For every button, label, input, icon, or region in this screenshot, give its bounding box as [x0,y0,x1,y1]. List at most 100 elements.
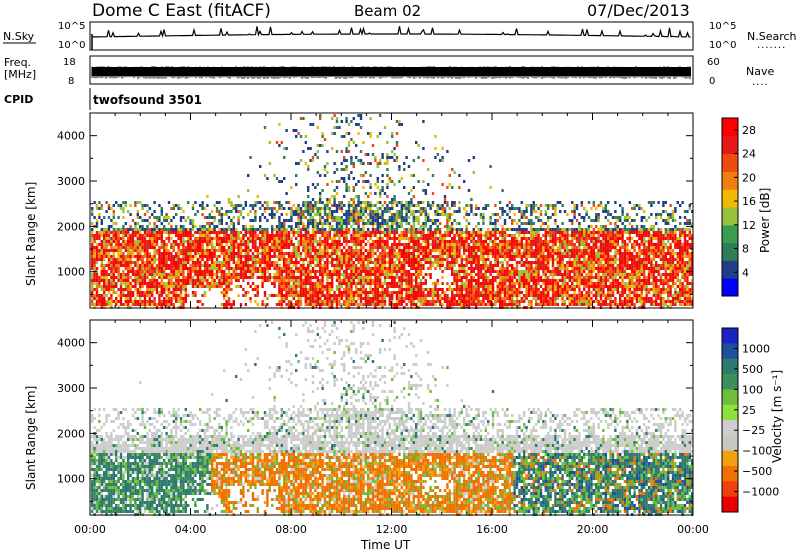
power-cell [331,261,334,264]
power-cell [177,249,180,252]
power-cell [479,264,483,267]
power-cell [319,114,322,117]
power-cell [328,225,331,228]
power-cell [139,267,142,270]
power-cell [112,231,115,234]
power-cell [424,192,427,195]
power-cell [405,261,408,264]
power-cell [475,267,478,270]
power-cell [225,285,228,288]
power-cell [187,249,190,252]
power-cell [316,285,319,288]
power-cell [235,231,238,234]
power-cell [146,255,149,258]
power-cell [100,285,103,288]
power-cell [374,300,377,303]
power-cell [314,249,317,252]
power-cell [417,246,420,249]
power-cell [398,216,401,219]
power-cell [513,288,516,291]
power-cell [340,243,343,246]
power-cell [357,270,360,273]
power-cell [487,267,490,270]
power-cell [496,273,499,276]
power-cell [143,273,147,276]
power-cell [139,216,142,219]
power-cell [379,207,382,210]
power-cell [448,267,451,270]
power-cell [494,219,497,222]
power-cell [259,201,262,204]
power-cell [424,216,427,219]
power-cell [391,237,394,240]
power-cell [491,291,495,294]
power-cell [369,252,372,255]
power-cell [518,261,521,264]
power-cell [434,291,437,294]
power-cell [451,303,454,306]
power-cell [472,156,475,159]
power-cell [203,264,207,267]
power-cell [239,249,243,252]
power-cell [290,276,293,279]
power-cell [357,228,360,231]
power-cell [374,240,377,243]
power-cell [244,240,247,243]
power-cell [271,228,274,231]
power-cell [148,234,151,237]
power-cell [146,252,149,255]
power-cell [189,222,192,225]
power-cell [100,303,103,306]
power-cell [148,288,151,291]
power-cell [107,279,111,282]
power-cell [278,267,281,270]
power-cell [422,255,425,258]
power-cell [388,177,391,180]
power-cell [388,201,391,204]
power-cell [220,303,223,306]
power-cell [285,276,288,279]
power-cell [127,240,130,243]
power-cell [271,261,274,264]
power-cell [280,255,283,258]
power-cell [475,255,478,258]
power-cell [91,252,94,255]
power-cell [299,291,303,294]
power-cell [326,303,329,306]
power-cell [127,288,130,291]
power-cell [203,216,207,219]
power-cell [352,303,355,306]
power-cell [153,297,156,300]
power-cell [119,285,123,288]
power-cell [165,282,168,285]
power-cell [100,267,103,270]
power-cell [477,294,480,297]
power-cell [451,222,454,225]
power-cell [379,237,382,240]
power-cell [203,285,207,288]
power-cell [419,261,423,264]
power-cell [232,246,235,249]
power-cell [177,276,180,279]
power-cell [398,237,401,240]
power-cell [211,216,214,219]
power-cell [112,267,115,270]
power-cell [139,255,142,258]
power-cell [129,267,132,270]
power-cell [479,285,483,288]
power-cell [323,168,327,171]
power-cell [455,255,459,258]
power-cell [386,288,389,291]
power-cell [477,264,480,267]
power-cell [110,225,113,228]
power-cell [345,231,348,234]
power-cell [403,186,406,189]
power-cell [347,255,351,258]
power-cell [491,240,495,243]
power-cell [275,255,279,258]
power-cell [93,294,96,297]
power-cell [95,222,99,225]
power-cell [328,294,331,297]
power-cell [302,216,305,219]
power-cell [170,246,173,249]
